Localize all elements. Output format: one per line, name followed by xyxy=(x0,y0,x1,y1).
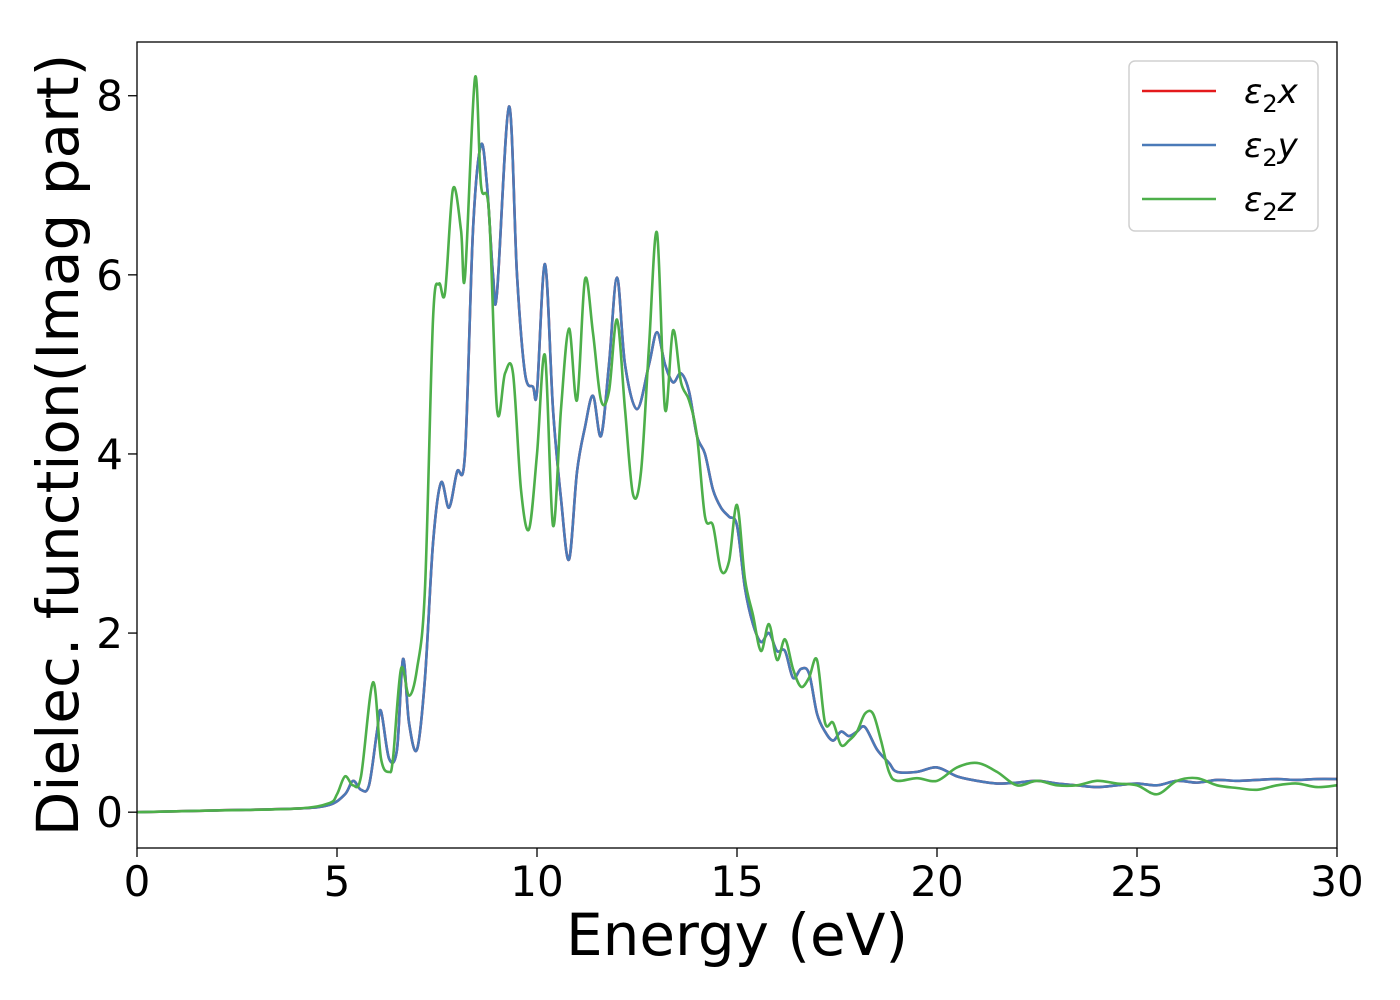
x-tick-label: 10 xyxy=(510,857,563,906)
y-tick-label: 4 xyxy=(96,430,123,479)
x-tick-label: 30 xyxy=(1310,857,1363,906)
x-axis-label: Energy (eV) xyxy=(566,901,908,969)
legend-symbol: ε xyxy=(1244,126,1262,166)
legend-label-x: ε2x xyxy=(1244,72,1299,118)
legend-symbol: ε xyxy=(1244,180,1262,220)
legend-subscript: 2 xyxy=(1262,198,1277,226)
y-tick-label: 6 xyxy=(96,251,123,300)
y-tick-label: 2 xyxy=(96,609,123,658)
legend-label-y: ε2y xyxy=(1244,126,1299,172)
x-tick-label: 5 xyxy=(324,857,351,906)
y-axis-ticks: 0 2 4 6 8 xyxy=(96,72,137,837)
series-layer xyxy=(137,75,1337,814)
y-tick-label: 8 xyxy=(96,72,123,121)
x-tick-label: 25 xyxy=(1110,857,1163,906)
x-tick-label: 20 xyxy=(910,857,963,906)
legend-component: y xyxy=(1277,126,1299,166)
x-axis-ticks: 0 5 10 15 20 25 30 xyxy=(124,848,1364,906)
legend-frame xyxy=(1128,60,1319,232)
legend-subscript: 2 xyxy=(1262,144,1277,172)
x-tick-label: 0 xyxy=(124,857,151,906)
y-tick-label: 0 xyxy=(96,788,123,837)
legend-component: x xyxy=(1277,72,1299,112)
legend-label-z: ε2z xyxy=(1244,180,1297,226)
series-line-z xyxy=(137,75,1337,814)
legend-symbol: ε xyxy=(1244,72,1262,112)
x-tick-label: 15 xyxy=(710,857,763,906)
y-axis-label: Dielec. function(Imag part) xyxy=(24,54,92,837)
legend-component: z xyxy=(1277,180,1297,220)
legend-subscript: 2 xyxy=(1262,90,1277,118)
